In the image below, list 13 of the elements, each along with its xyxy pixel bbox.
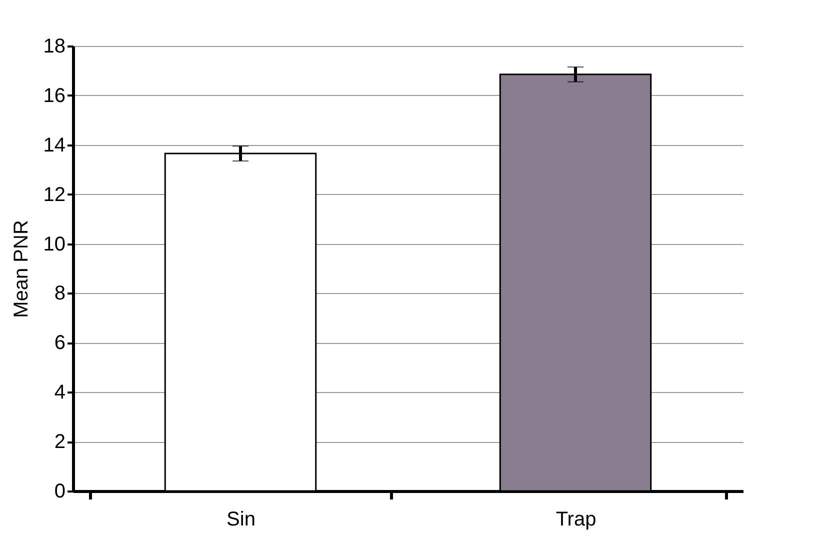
y-tick-label: 2	[54, 431, 66, 454]
y-tick-label: 6	[54, 332, 66, 354]
y-tick-label: 0	[54, 480, 66, 502]
x-tick-label: Trap	[556, 508, 596, 530]
y-tick-label: 4	[54, 382, 66, 404]
x-tick-label: Sin	[226, 508, 256, 530]
y-tick-label: 16	[43, 84, 66, 107]
y-tick-label: 18	[43, 36, 66, 58]
y-tick-label: 8	[54, 282, 66, 305]
y-tick-label: 12	[43, 184, 66, 206]
y-tick-label: 10	[43, 233, 66, 256]
y-axis-title: Mean PNR	[10, 220, 32, 318]
y-tick-label: 14	[43, 134, 66, 156]
